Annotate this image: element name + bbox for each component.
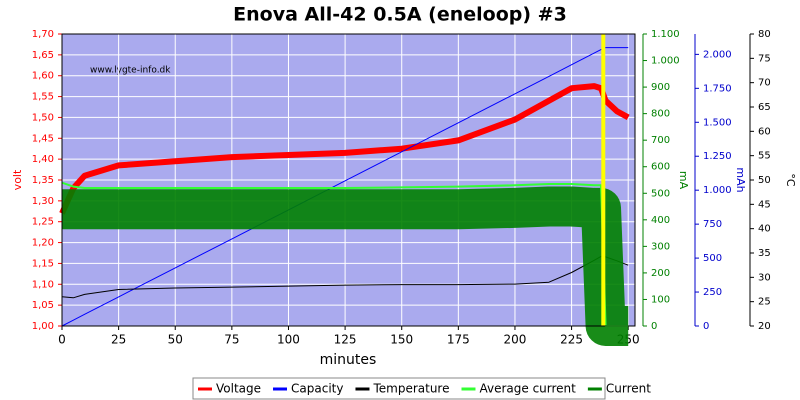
y4-axis-title: °C — [784, 173, 797, 187]
y-tick-label: 750 — [703, 219, 722, 230]
y-tick-label: 1,25 — [32, 217, 54, 228]
y-tick-label: 1,50 — [32, 112, 54, 123]
y-tick-label: 300 — [651, 241, 670, 252]
y-tick-label: 400 — [651, 215, 670, 226]
y-tick-label: 100 — [651, 294, 670, 305]
y-tick-label: 1,30 — [32, 196, 54, 207]
y-tick-label: 800 — [651, 109, 670, 120]
y-tick-label: 1,40 — [32, 154, 54, 165]
y-tick-label: 45 — [758, 199, 771, 210]
x-axis-title: minutes — [320, 352, 377, 368]
y-tick-label: 55 — [758, 151, 771, 162]
y-tick-label: 70 — [758, 78, 771, 89]
y-tick-label: 1.250 — [703, 151, 732, 162]
y-tick-label: 0 — [703, 321, 709, 332]
y-tick-label: 1.750 — [703, 83, 732, 94]
y-axis-title: volt — [11, 169, 24, 190]
y2-axis-title: mA — [677, 171, 690, 190]
y-tick-label: 700 — [651, 135, 670, 146]
x-tick-label: 200 — [504, 333, 527, 347]
y-tick-label: 40 — [758, 224, 771, 235]
y-tick-label: 500 — [703, 253, 722, 264]
legend-label: Current — [606, 382, 651, 396]
y-tick-label: 65 — [758, 102, 771, 113]
y-tick-label: 1,45 — [32, 133, 54, 144]
y-tick-label: 35 — [758, 248, 771, 259]
x-tick-label: 25 — [111, 333, 126, 347]
legend-label: Capacity — [291, 382, 343, 396]
y-tick-label: 1,60 — [32, 71, 54, 82]
x-tick-label: 0 — [58, 333, 66, 347]
x-tick-label: 125 — [334, 333, 357, 347]
y-tick-label: 30 — [758, 272, 771, 283]
x-tick-label: 225 — [560, 333, 583, 347]
y-tick-label: 1.000 — [651, 56, 680, 67]
chart-title: Enova All-42 0.5A (eneloop) #3 — [233, 4, 567, 26]
y-tick-label: 1,05 — [32, 300, 54, 311]
y-tick-label: 250 — [703, 287, 722, 298]
y-tick-label: 75 — [758, 53, 771, 64]
legend-box — [192, 377, 606, 400]
y-tick-label: 200 — [651, 268, 670, 279]
y-tick-label: 500 — [651, 188, 670, 199]
y-tick-label: 1,65 — [32, 50, 54, 61]
legend-label: Average current — [479, 382, 576, 396]
x-tick-label: 150 — [390, 333, 413, 347]
y-tick-label: 50 — [758, 175, 771, 186]
y-tick-label: 600 — [651, 162, 670, 173]
y-tick-label: 1,55 — [32, 92, 54, 103]
y-tick-label: 60 — [758, 126, 771, 137]
y-tick-label: 1,20 — [32, 238, 54, 249]
y-tick-label: 1.000 — [703, 185, 732, 196]
y3-axis-title: mAh — [734, 167, 747, 192]
y-tick-label: 1.100 — [651, 29, 680, 40]
watermark: www.lygte-info.dk — [90, 66, 171, 76]
y-tick-label: 1,35 — [32, 175, 54, 186]
y-tick-label: 0 — [651, 321, 657, 332]
x-tick-label: 175 — [447, 333, 470, 347]
y-tick-label: 1,70 — [32, 29, 54, 40]
y-tick-label: 1.500 — [703, 117, 732, 128]
plot-frame — [61, 33, 636, 327]
y-tick-label: 80 — [758, 29, 771, 40]
y-tick-label: 1,10 — [32, 279, 54, 290]
y-tick-label: 20 — [758, 321, 771, 332]
y-tick-label: 1,15 — [32, 258, 54, 269]
x-tick-label: 50 — [168, 333, 183, 347]
x-tick-label: 75 — [224, 333, 239, 347]
y-tick-label: 1,00 — [32, 321, 54, 332]
x-tick-label: 100 — [277, 333, 300, 347]
y-tick-label: 900 — [651, 82, 670, 93]
y-tick-label: 2.000 — [703, 49, 732, 60]
y-tick-label: 25 — [758, 297, 771, 308]
legend-label: Voltage — [216, 382, 261, 396]
legend-label: Temperature — [372, 382, 449, 396]
